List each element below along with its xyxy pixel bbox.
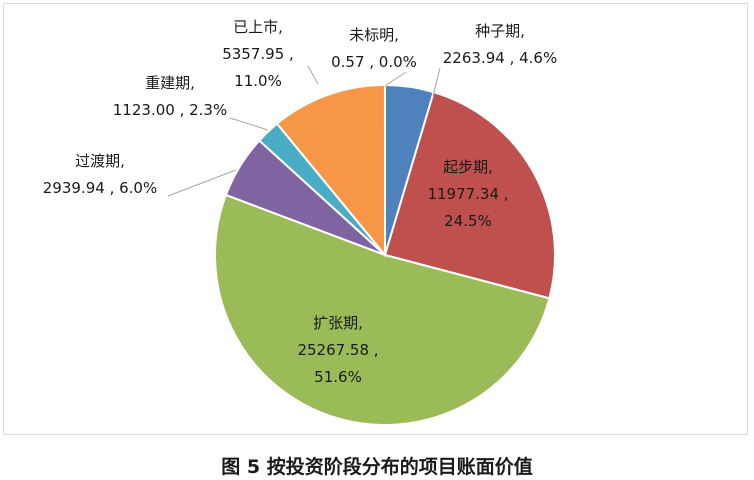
slice-label-0: 种子期, 2263.94 , 4.6% <box>443 22 557 67</box>
slice-label-5: 已上市, 5357.95 , 11.0% <box>222 18 294 90</box>
figure-caption: 图 5 按投资阶段分布的项目账面价值 <box>221 456 533 478</box>
leader-line-5 <box>307 65 319 85</box>
leader-line-3 <box>167 169 237 197</box>
pie-slice-5 <box>275 83 387 258</box>
leader-line-4 <box>229 117 269 131</box>
slice-label-1: 起步期, 11977.34 , 24.5% <box>427 158 508 230</box>
leader-line-0 <box>432 67 441 97</box>
slice-label-4: 重建期, 1123.00 , 2.3% <box>113 74 227 119</box>
pie-slice-1 <box>383 90 556 300</box>
slice-label-6: 未标明, 0.57 , 0.0% <box>331 26 417 71</box>
pie-chart: 种子期, 2263.94 , 4.6% 起步期, 11977.34 , 24.5% 扩张期… <box>43 18 557 426</box>
slice-label-3: 过渡期, 2939.94 , 6.0% <box>43 152 157 197</box>
pie-slice-2 <box>214 193 551 426</box>
leader-line-6 <box>384 71 407 87</box>
slice-label-2: 扩张期, 25267.58 , 51.6% <box>297 314 378 386</box>
